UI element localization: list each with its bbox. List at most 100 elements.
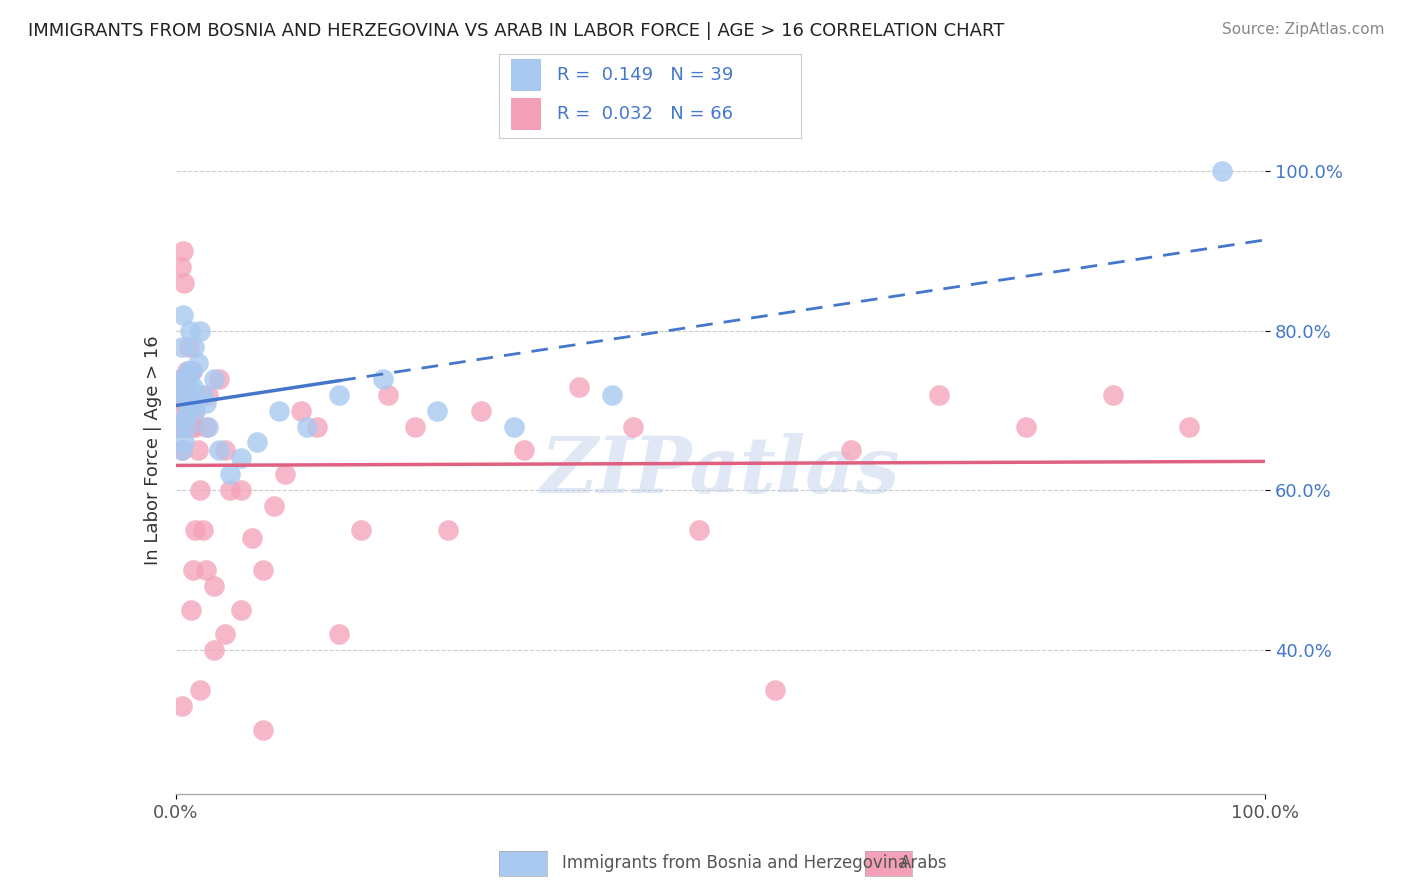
Point [1211, 164, 1233, 178]
Text: R =  0.149   N = 39: R = 0.149 N = 39 [557, 66, 733, 84]
Point [295, 419, 318, 434]
Point [252, 563, 274, 577]
Point [470, 403, 492, 417]
Point [263, 500, 285, 514]
Point [169, 419, 191, 434]
Point [202, 643, 225, 657]
Point [377, 387, 399, 401]
Point [600, 387, 623, 401]
Point [252, 723, 274, 737]
Point [173, 419, 195, 434]
Point [176, 419, 198, 434]
Point [183, 403, 205, 417]
Text: Source: ZipAtlas.com: Source: ZipAtlas.com [1222, 22, 1385, 37]
Point [172, 379, 194, 393]
Point [184, 419, 207, 434]
Point [513, 443, 536, 458]
Bar [512, 97, 541, 130]
Point [176, 387, 198, 401]
Point [688, 524, 710, 538]
Point [841, 443, 863, 458]
Point [621, 419, 644, 434]
Point [167, 387, 190, 401]
Point [202, 579, 225, 593]
Point [195, 419, 218, 434]
Y-axis label: In Labor Force | Age > 16: In Labor Force | Age > 16 [143, 335, 162, 566]
Point [328, 627, 350, 641]
Point [181, 563, 204, 577]
Point [177, 379, 200, 393]
Point [177, 363, 200, 377]
Point [172, 699, 194, 714]
Point [1102, 387, 1125, 401]
Point [502, 419, 524, 434]
Point [195, 563, 218, 577]
Point [195, 395, 218, 409]
Point [186, 443, 209, 458]
Point [183, 340, 205, 354]
Point [290, 403, 312, 417]
Text: IMMIGRANTS FROM BOSNIA AND HERZEGOVINA VS ARAB IN LABOR FORCE | AGE > 16 CORRELA: IMMIGRANTS FROM BOSNIA AND HERZEGOVINA V… [28, 22, 1004, 40]
Point [172, 395, 194, 409]
Bar [512, 59, 541, 91]
Point [274, 467, 297, 482]
Point [208, 371, 231, 385]
Point [426, 403, 449, 417]
Point [191, 387, 214, 401]
Point [174, 403, 197, 417]
Point [173, 411, 195, 425]
Text: ZIPatlas: ZIPatlas [541, 433, 900, 509]
Point [328, 387, 350, 401]
Point [350, 524, 373, 538]
Point [172, 340, 194, 354]
Point [763, 683, 786, 698]
Point [188, 324, 211, 338]
Point [173, 435, 195, 450]
Point [169, 419, 191, 434]
Point [307, 419, 329, 434]
Point [405, 419, 427, 434]
Point [231, 483, 253, 498]
Point [170, 371, 193, 385]
Point [208, 443, 231, 458]
Point [181, 419, 204, 434]
Point [181, 379, 204, 393]
Point [231, 603, 253, 617]
Point [184, 403, 207, 417]
Point [1015, 419, 1038, 434]
Point [214, 443, 236, 458]
Point [172, 379, 194, 393]
Point [269, 403, 291, 417]
Point [928, 387, 950, 401]
Point [174, 371, 197, 385]
Point [202, 371, 225, 385]
Point [177, 340, 200, 354]
Point [197, 387, 219, 401]
Point [191, 524, 214, 538]
Point [177, 403, 200, 417]
Point [186, 356, 209, 370]
Point [173, 411, 195, 425]
Point [179, 324, 201, 338]
Point [172, 443, 194, 458]
Point [177, 379, 200, 393]
Point [188, 483, 211, 498]
Point [188, 683, 211, 698]
Point [176, 403, 198, 417]
Point [179, 395, 201, 409]
Point [219, 483, 242, 498]
Point [181, 363, 204, 377]
Point [170, 260, 193, 274]
Text: Immigrants from Bosnia and Herzegovina: Immigrants from Bosnia and Herzegovina [562, 855, 908, 872]
Point [371, 371, 394, 385]
Point [568, 379, 591, 393]
Point [172, 443, 194, 458]
Point [184, 524, 207, 538]
Point [197, 419, 219, 434]
Point [173, 276, 195, 290]
Point [167, 387, 190, 401]
Point [181, 363, 204, 377]
Text: Arabs: Arabs [900, 855, 948, 872]
Point [176, 363, 198, 377]
Point [170, 371, 193, 385]
